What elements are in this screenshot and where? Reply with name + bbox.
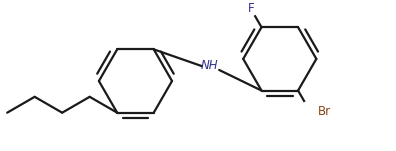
Text: F: F	[248, 2, 254, 15]
Text: Br: Br	[318, 105, 331, 118]
Text: NH: NH	[201, 59, 218, 72]
